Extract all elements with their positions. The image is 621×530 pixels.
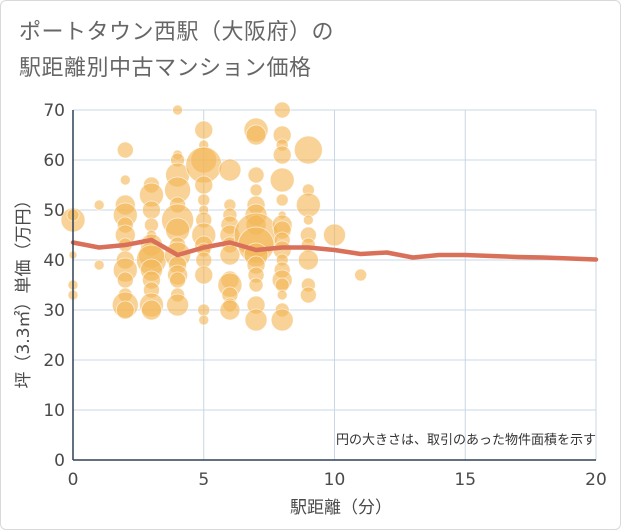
bubble-point [194, 175, 214, 195]
y-tick-label: 0 [54, 451, 65, 471]
average-price-line [70, 237, 599, 262]
bubble-point [245, 124, 267, 146]
tick-labels: 0 5 10 15 20 0 10 20 30 40 50 60 70 [43, 101, 606, 490]
bubble-point [276, 289, 288, 301]
bubble-point [142, 200, 161, 220]
y-tick-label: 20 [43, 351, 65, 371]
bubble-layer [60, 101, 368, 332]
y-axis-label: 坪（3.3㎡）単価（万円） [14, 191, 34, 388]
bubble-point [219, 244, 241, 266]
bubble-point [302, 214, 314, 226]
y-tick-label: 60 [43, 151, 65, 171]
y-tick-label: 30 [43, 301, 65, 321]
bubble-point [248, 277, 264, 293]
chart-title-line2: 駅距離別中古マンション価格 [19, 56, 312, 81]
bubble-point [354, 268, 368, 282]
x-tick-label: 20 [585, 470, 607, 490]
bubble-point [293, 135, 323, 165]
bubble-point [299, 286, 317, 304]
bubble-point [244, 308, 268, 332]
bubble-point [197, 303, 211, 317]
axes [72, 110, 596, 461]
x-tick-label: 0 [68, 470, 79, 490]
average-line-layer [70, 237, 599, 262]
x-tick-label: 10 [324, 470, 346, 490]
bubble-point [172, 104, 184, 116]
bubble-point [119, 174, 131, 186]
bubble-point [297, 249, 319, 271]
bubble-point [272, 145, 292, 165]
bubble-point [198, 314, 210, 326]
bubble-point [116, 271, 134, 289]
bubble-point [169, 271, 187, 289]
y-tick-label: 10 [43, 401, 65, 421]
bubble-point [295, 192, 321, 218]
bubble-point [270, 308, 294, 332]
bubble-point [247, 166, 265, 184]
y-tick-label: 50 [43, 201, 65, 221]
x-axis-label: 駅距離（分） [290, 498, 392, 518]
bubble-point [249, 183, 263, 197]
bubble-point [166, 293, 190, 317]
bubble-point [194, 120, 214, 140]
bubble-point [218, 158, 242, 182]
y-tick-label: 70 [43, 101, 65, 121]
bubble-point [323, 223, 346, 247]
bubble-point [141, 299, 162, 321]
chart-title-line1: ポートタウン西駅（大阪府）の [19, 20, 335, 45]
bubble-point [93, 259, 105, 271]
bubble-point [197, 193, 211, 207]
bubble-point [115, 300, 135, 320]
bubble-point [273, 101, 291, 119]
y-tick-label: 40 [43, 251, 65, 271]
x-tick-label: 15 [454, 470, 476, 490]
bubble-size-note: 円の大きさは、取引のあった物件面積を示す [336, 433, 596, 448]
bubble-point [219, 299, 241, 321]
bubble-point [269, 167, 295, 193]
bubble-point [194, 265, 214, 285]
chart-title: ポートタウン西駅（大阪府）の 駅距離別中古マンション価格 [19, 15, 579, 87]
bubble-point [116, 141, 134, 159]
bubble-point [93, 199, 105, 211]
bubble-point [275, 193, 289, 207]
x-tick-label: 5 [198, 470, 209, 490]
